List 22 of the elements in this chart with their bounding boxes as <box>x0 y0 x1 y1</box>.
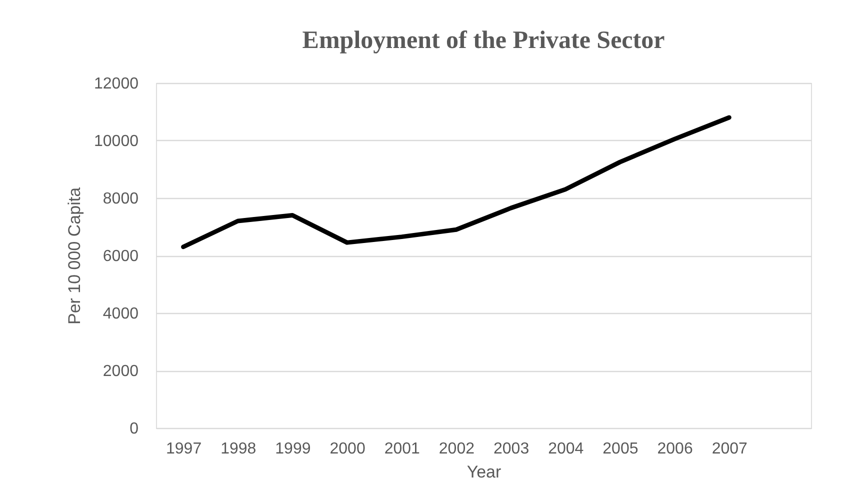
y-tick-label: 6000 <box>102 248 139 265</box>
x-tick-label: 2006 <box>657 440 693 458</box>
y-tick-label: 4000 <box>102 306 139 322</box>
x-tick-label: 2007 <box>712 440 748 458</box>
line-series <box>181 115 732 250</box>
y-tick-label: 12000 <box>94 76 139 92</box>
x-tick-label: 2004 <box>548 440 584 458</box>
x-tick-label: 1997 <box>166 440 202 458</box>
y-tick-label: 10000 <box>94 133 139 150</box>
y-tick-label: 0 <box>130 420 139 438</box>
chart-title: Employment of the Private Sector <box>302 27 665 54</box>
x-tick-label: 1998 <box>220 440 256 458</box>
x-tick-label: 2003 <box>493 440 530 458</box>
x-tick-label: 1999 <box>275 440 311 458</box>
x-tick-label: 2002 <box>438 440 475 458</box>
x-tick-label: 2001 <box>384 440 420 458</box>
y-tick-label: 8000 <box>102 190 139 208</box>
x-axis-title: Year <box>466 462 502 482</box>
x-tick-label: 2005 <box>602 440 638 458</box>
x-tick-label: 2000 <box>330 440 366 458</box>
y-axis-title: Per 10 000 Capita <box>65 186 84 325</box>
y-tick-label: 2000 <box>102 363 139 380</box>
